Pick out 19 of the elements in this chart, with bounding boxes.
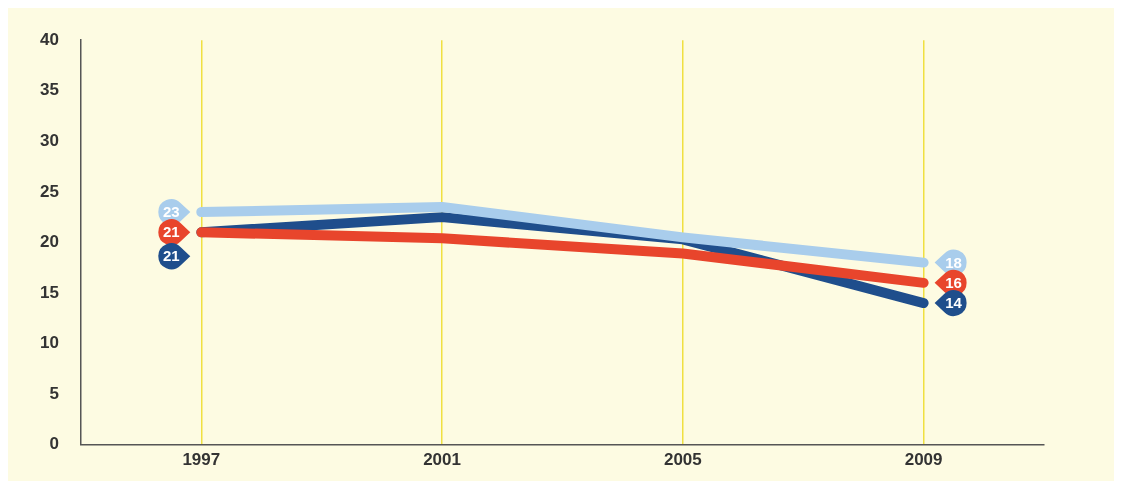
y-tick-label: 5 [49, 383, 59, 403]
data-label: 21 [162, 247, 180, 265]
data-label: 18 [945, 253, 962, 271]
y-tick-label: 0 [49, 434, 59, 454]
x-tick-label: 2005 [663, 450, 702, 470]
data-label: 21 [162, 223, 180, 241]
y-tick-label: 10 [39, 333, 59, 353]
y-tick-label: 15 [39, 282, 59, 302]
y-tick-label: 40 [39, 29, 59, 49]
y-tick-label: 20 [39, 232, 59, 252]
y-tick-label: 30 [39, 130, 59, 150]
data-label: 14 [945, 294, 963, 312]
x-tick-label: 2001 [423, 450, 461, 470]
y-tick-label: 25 [39, 181, 59, 201]
y-tick-label: 35 [39, 80, 59, 100]
data-label: 16 [945, 273, 962, 291]
data-label: 23 [162, 203, 180, 221]
x-tick-label: 1997 [182, 450, 221, 470]
x-tick-label: 2009 [904, 450, 943, 470]
